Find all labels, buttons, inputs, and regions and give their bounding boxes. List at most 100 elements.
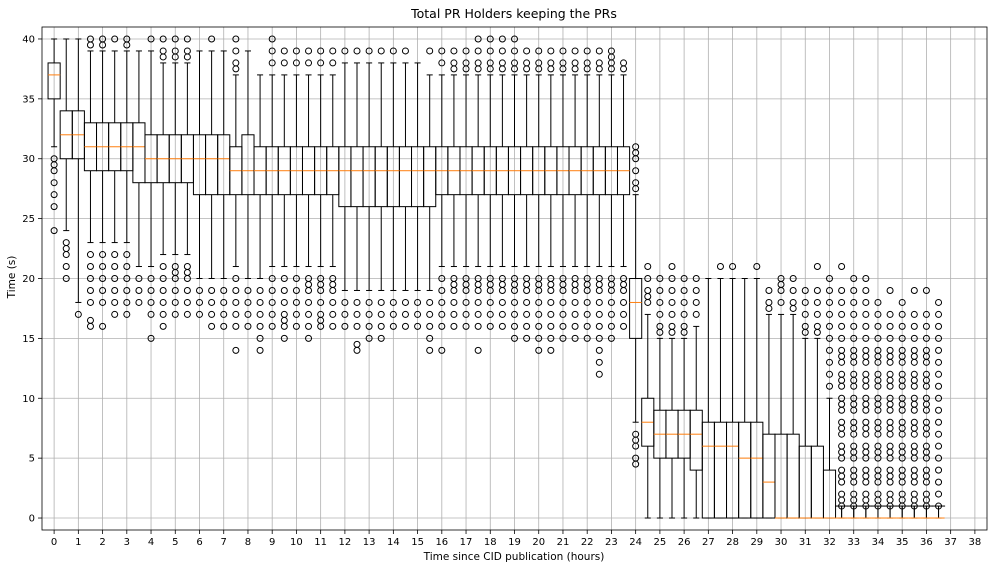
box xyxy=(592,47,606,378)
x-tick-label: 16 xyxy=(435,537,448,548)
outlier-point xyxy=(232,346,240,354)
outlier-point xyxy=(268,322,276,330)
outlier-point xyxy=(50,191,58,199)
outlier-point xyxy=(935,490,943,498)
outlier-point xyxy=(898,358,906,366)
outlier-point xyxy=(426,310,434,318)
outlier-point xyxy=(208,310,216,318)
outlier-point xyxy=(826,286,833,294)
outlier-point xyxy=(523,322,531,330)
outlier-point xyxy=(632,442,640,450)
outlier-point xyxy=(498,65,506,73)
outlier-point xyxy=(99,275,107,282)
outlier-point xyxy=(377,334,385,342)
outlier-point xyxy=(196,298,203,306)
outlier-point xyxy=(692,310,700,318)
outlier-point xyxy=(850,382,858,390)
box xyxy=(156,35,170,330)
outlier-point xyxy=(910,286,918,294)
outlier-point xyxy=(523,65,531,73)
outlier-point xyxy=(935,466,943,474)
outlier-point xyxy=(595,298,603,306)
box xyxy=(520,47,534,342)
x-tick-label: 36 xyxy=(920,537,933,548)
outlier-point xyxy=(99,263,107,271)
outlier-point xyxy=(123,286,131,294)
outlier-point xyxy=(462,322,470,330)
outlier-point xyxy=(450,298,458,306)
outlier-point xyxy=(898,322,906,330)
y-tick-label: 5 xyxy=(29,454,35,465)
outlier-point xyxy=(62,275,70,282)
outlier-point xyxy=(329,298,337,306)
outlier-point xyxy=(607,65,615,73)
outlier-point xyxy=(511,65,518,73)
outlier-point xyxy=(935,310,943,318)
outlier-point xyxy=(547,346,555,354)
outlier-point xyxy=(886,502,894,510)
box xyxy=(616,59,631,330)
outlier-point xyxy=(547,334,555,342)
outlier-point xyxy=(426,298,434,306)
box xyxy=(265,35,279,330)
outlier-point xyxy=(886,454,894,462)
outlier-point xyxy=(935,382,943,390)
outlier-point xyxy=(692,275,700,282)
outlier-point xyxy=(680,298,688,306)
outlier-point xyxy=(571,334,579,342)
outlier-point xyxy=(547,286,555,294)
box xyxy=(629,143,643,468)
outlier-point xyxy=(886,322,894,330)
outlier-point xyxy=(862,286,870,294)
outlier-point xyxy=(511,298,518,306)
outlier-point xyxy=(292,47,300,55)
x-tick-label: 33 xyxy=(847,537,860,548)
x-tick-label: 0 xyxy=(51,537,57,548)
outlier-point xyxy=(571,298,579,306)
outlier-point xyxy=(571,65,579,73)
outlier-point xyxy=(935,418,943,426)
box xyxy=(859,275,873,519)
x-tick-label: 11 xyxy=(314,537,327,548)
x-tick-label: 13 xyxy=(363,537,376,548)
outlier-point xyxy=(401,298,409,306)
outlier-point xyxy=(826,298,833,306)
x-tick-label: 22 xyxy=(581,537,594,548)
outlier-point xyxy=(680,286,688,294)
x-tick-label: 4 xyxy=(148,537,154,548)
outlier-point xyxy=(123,263,131,271)
outlier-point xyxy=(838,263,846,271)
outlier-point xyxy=(353,322,361,330)
outlier-point xyxy=(159,53,167,61)
outlier-point xyxy=(838,322,846,330)
outlier-point xyxy=(922,334,930,342)
outlier-point xyxy=(813,263,821,271)
x-tick-label: 30 xyxy=(775,537,788,548)
outlier-point xyxy=(341,322,349,330)
outlier-point xyxy=(874,382,882,390)
outlier-point xyxy=(511,47,518,55)
outlier-point xyxy=(862,478,870,486)
outlier-point xyxy=(789,304,797,312)
outlier-point xyxy=(680,310,688,318)
outlier-point xyxy=(147,35,155,43)
outlier-point xyxy=(486,322,494,330)
outlier-point xyxy=(220,298,228,306)
outlier-point xyxy=(268,47,276,55)
box xyxy=(532,47,546,354)
outlier-point xyxy=(268,286,276,294)
outlier-point xyxy=(668,298,676,306)
outlier-point xyxy=(232,310,240,318)
outlier-point xyxy=(62,263,70,271)
box xyxy=(314,47,328,330)
axis-ticks: 0 1 2 3 4 5 6 7 8 9 10 11 12 13 14 15 16 17 18 19 20 21 22 23 24… xyxy=(22,34,981,548)
x-tick-label: 18 xyxy=(484,537,497,548)
outlier-point xyxy=(862,406,870,414)
outlier-point xyxy=(292,310,300,318)
outlier-point xyxy=(680,328,688,336)
outlier-point xyxy=(498,47,506,55)
outlier-point xyxy=(886,310,894,318)
outlier-point xyxy=(317,322,325,330)
outlier-point xyxy=(850,298,858,306)
outlier-point xyxy=(535,286,543,294)
